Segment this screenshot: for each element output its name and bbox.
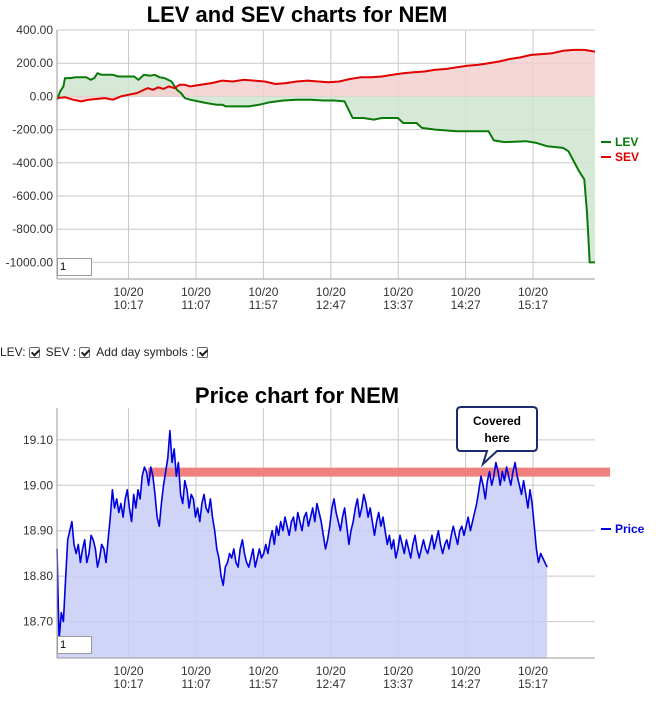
callout-bubble [456,406,538,468]
legend-label-price: Price [615,522,645,536]
y-tick-label: -800.00 [12,222,53,236]
day-symbols-checkbox[interactable] [197,346,209,358]
lev-sev-chart: LEV and SEV charts for NEM 400.00 200.00 0… [6,2,639,312]
y-tick-label: 400.00 [16,23,53,37]
x-tick-time-label: 11:07 [181,677,210,691]
legend-label-sev: SEV [615,150,639,164]
price-zoom-input[interactable]: 1 [57,636,92,654]
x-tick-time-label: 11:07 [181,298,210,312]
price-threshold [148,467,610,477]
y-tick-label: 200.00 [16,56,53,70]
x-tick-date-label: 10/20 [518,285,548,299]
y-tick-label: -1000.00 [6,255,54,269]
x-tick-time-label: 14:27 [451,677,481,691]
y-tick-label: -400.00 [12,156,53,170]
callout-text-line2: here [484,431,510,445]
x-tick-date-label: 10/20 [316,664,346,678]
lev-sev-lines [56,48,596,264]
x-tick-date-label: 10/20 [451,664,481,678]
lev-series-line [56,72,595,264]
x-tick-date-label: 10/20 [181,664,211,678]
x-tick-time-label: 13:37 [383,298,413,312]
x-tick-date-label: 10/20 [383,664,413,678]
x-tick-time-label: 12:47 [316,677,346,691]
y-tick-label: -200.00 [12,123,53,137]
price-chart-title: Price chart for NEM [195,383,399,408]
lev-sev-chart-title: LEV and SEV charts for NEM [147,2,448,27]
x-tick-time-label: 13:37 [383,677,413,691]
day-symbols-label: Add day symbols : [96,345,195,359]
x-tick-date-label: 10/20 [248,664,278,678]
y-tick-label: 18.80 [23,569,53,583]
legend-label-lev: LEV [615,135,638,149]
x-tick-time-label: 14:27 [451,298,481,312]
callout-text-line1: Covered [473,414,521,428]
series-toggle-controls: LEV: SEV : Add day symbols : [0,343,214,361]
x-tick-date-label: 10/20 [248,285,278,299]
x-tick-date-label: 10/20 [316,285,346,299]
sev-toggle-label: SEV : [45,345,77,359]
price-line [56,429,548,641]
x-tick-time-label: 11:57 [249,677,278,691]
x-tick-date-label: 10/20 [383,285,413,299]
price-series-line [56,429,548,641]
lev-sev-areas [57,49,595,263]
price-legend: Price [601,522,645,536]
lev-toggle-label: LEV: [0,345,26,359]
price-axes: 19.1019.0018.9018.8018.7010/2010:1710/20… [23,408,595,691]
x-tick-date-label: 10/20 [114,285,144,299]
sev-series-line [56,48,596,103]
x-tick-time-label: 12:47 [316,298,346,312]
y-tick-label: -600.00 [12,189,53,203]
x-tick-time-label: 10:17 [114,298,144,312]
x-tick-time-label: 11:57 [249,298,278,312]
y-tick-label: 0.00 [30,89,54,103]
sev-area [57,49,595,102]
price-chart: Price chart for NEM 19.10 19.00 18.90 18.80… [23,383,645,691]
x-tick-date-label: 10/20 [114,664,144,678]
y-tick-label: 18.90 [23,524,53,538]
lev-toggle-checkbox[interactable] [28,346,40,358]
y-tick-label: 19.10 [23,433,53,447]
lev-area [57,73,595,263]
covered-here-callout: Covered here [456,406,538,468]
x-tick-date-label: 10/20 [518,664,548,678]
x-tick-time-label: 15:17 [518,298,548,312]
lev-sev-axes: 400.00 200.00 0.00 -200.00 -400.00 -600.00 -80… [6,23,595,312]
y-tick-label: 18.70 [23,615,53,629]
x-tick-time-label: 15:17 [518,677,548,691]
lev-sev-zoom-input[interactable]: 1 [57,258,92,276]
threshold-band [148,467,610,477]
sev-toggle-checkbox[interactable] [79,346,91,358]
x-tick-date-label: 10/20 [181,285,211,299]
y-tick-label: 19.00 [23,478,53,492]
x-tick-date-label: 10/20 [451,285,481,299]
x-tick-time-label: 10:17 [114,677,144,691]
